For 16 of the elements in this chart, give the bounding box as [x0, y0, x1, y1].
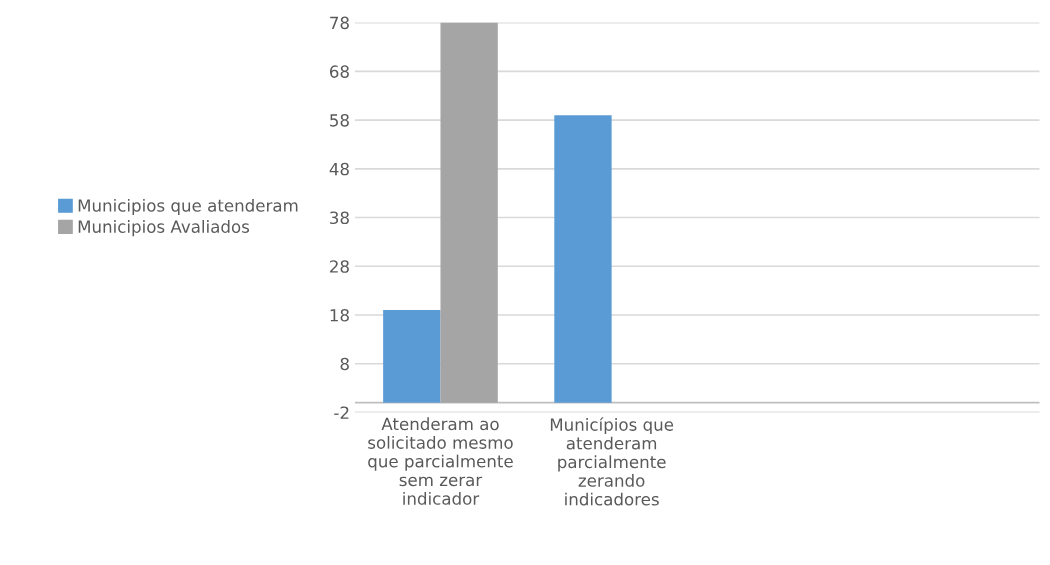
- y-tick-label: 38: [330, 211, 349, 225]
- legend-label: Municipios Avaliados: [78, 220, 250, 237]
- x-tick-label: Municípios que atenderam parcialmente zerando indicadores: [550, 417, 674, 506]
- y-tick-label: 78: [330, 16, 349, 30]
- y-tick-label: 28: [330, 260, 349, 273]
- y-tick-label: 8: [340, 357, 349, 371]
- y-tick-label: -2: [334, 406, 349, 419]
- x-tick-label: Atenderam ao solicitado mesmo que parcialmente sem zerar indicador: [368, 417, 513, 505]
- legend-label: Municipios que atenderam: [78, 198, 298, 216]
- y-tick-label: 18: [330, 308, 349, 322]
- y-tick-label: 48: [329, 162, 349, 176]
- bar: [440, 22, 498, 403]
- bar: [554, 115, 612, 403]
- y-tick-label: 68: [329, 65, 349, 78]
- bar: [383, 310, 441, 403]
- y-tick-label: 58: [330, 114, 349, 127]
